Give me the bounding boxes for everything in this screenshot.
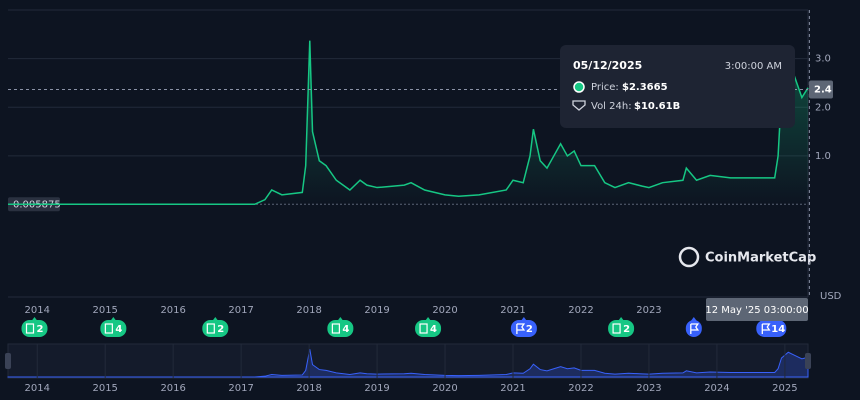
tooltip [560,45,795,128]
navigator-tick-label: 2025 [772,383,797,394]
event-pill [202,320,229,337]
tooltip-volume-label: Vol 24h: [591,101,632,112]
navigator-handle[interactable] [805,353,811,369]
doc-icon [25,323,35,334]
event-badge[interactable]: 4 [415,317,442,337]
navigator-tick-label: 2016 [160,383,185,394]
x-tick-label: 2019 [364,305,389,316]
y-tick-label: 3.0 [815,54,831,65]
tooltip-volume: $10.61B [634,101,680,112]
navigator[interactable] [7,343,809,379]
y-tick-label: 1.0 [815,151,831,162]
crosshair-time: 12 May '25 03:00:00 [705,305,808,316]
x-tick-label: 2020 [432,305,457,316]
navigator-tick-label: 2014 [25,383,50,394]
tooltip-date: 05/12/2025 [573,59,642,72]
y-tick-label: 2.0 [815,102,831,113]
tooltip-dot [573,81,585,93]
event-badge[interactable]: 4 [100,317,127,337]
watermark-logo [678,246,700,268]
event-badge[interactable]: 4 [327,317,354,337]
navigator-tick-label: 2020 [432,383,457,394]
price-area [8,40,808,205]
event-count: 2 [526,324,533,335]
x-tick-label: 2016 [160,305,185,316]
navigator-tick-label: 2023 [636,383,661,394]
x-tick-label: 2021 [500,305,525,316]
watermark: CoinMarketCap [705,251,816,266]
x-tick-label: 2017 [228,305,253,316]
event-count: 2 [217,324,224,335]
event-badge[interactable]: 2 [608,317,635,337]
event-pill [100,320,127,337]
event-pill [327,320,354,337]
flag-icon [516,323,526,334]
event-count: 4 [115,324,122,335]
y-unit: USD [820,291,842,302]
x-tick-label: 2018 [296,305,321,316]
tooltip-price: $2.3665 [622,82,668,93]
navigator-handle[interactable] [5,353,11,369]
doc-icon [419,323,428,334]
doc-icon [612,323,621,334]
crosshair-price: 2.4 [814,84,832,95]
tooltip-time: 3:00:00 AM [725,61,782,72]
tooltip-vol-icon [572,100,586,111]
navigator-tick-label: 2018 [296,383,321,394]
navigator-tick-label: 2024 [704,383,729,394]
event-badge[interactable] [685,317,702,337]
x-tick-label: 2015 [92,305,117,316]
event-count: 2 [37,324,44,335]
event-count: 14 [771,324,785,335]
event-pill [608,320,635,337]
doc-icon [104,323,113,334]
event-badge[interactable]: 2 [510,317,537,337]
event-badge[interactable]: 2 [202,317,229,337]
event-count: 2 [623,324,630,335]
flag-icon [761,323,771,334]
crosshair-time-bg [706,298,808,321]
tooltip-price-label: Price: [591,82,619,93]
event-pill [415,320,442,337]
flag-icon [690,323,700,334]
event-pill [21,320,48,337]
navigator-tick-label: 2021 [500,383,525,394]
navigator-area [7,349,809,378]
navigator-tick-label: 2022 [568,383,593,394]
event-badge[interactable]: 2 [21,317,48,337]
event-count: 4 [430,324,437,335]
event-pin [690,317,697,321]
event-pill [685,320,702,337]
crosshair-price-bg [809,80,833,99]
x-tick-label: 2023 [636,305,661,316]
navigator-tick-label: 2019 [364,383,389,394]
event-count: 4 [342,324,349,335]
x-tick-label: 2022 [568,305,593,316]
price-line [7,40,809,206]
navigator-tick-label: 2015 [92,383,117,394]
doc-icon [331,323,340,334]
x-tick-label: 2014 [25,305,50,316]
doc-icon [206,323,215,334]
navigator-tick-label: 2017 [228,383,253,394]
event-pill [510,320,537,337]
